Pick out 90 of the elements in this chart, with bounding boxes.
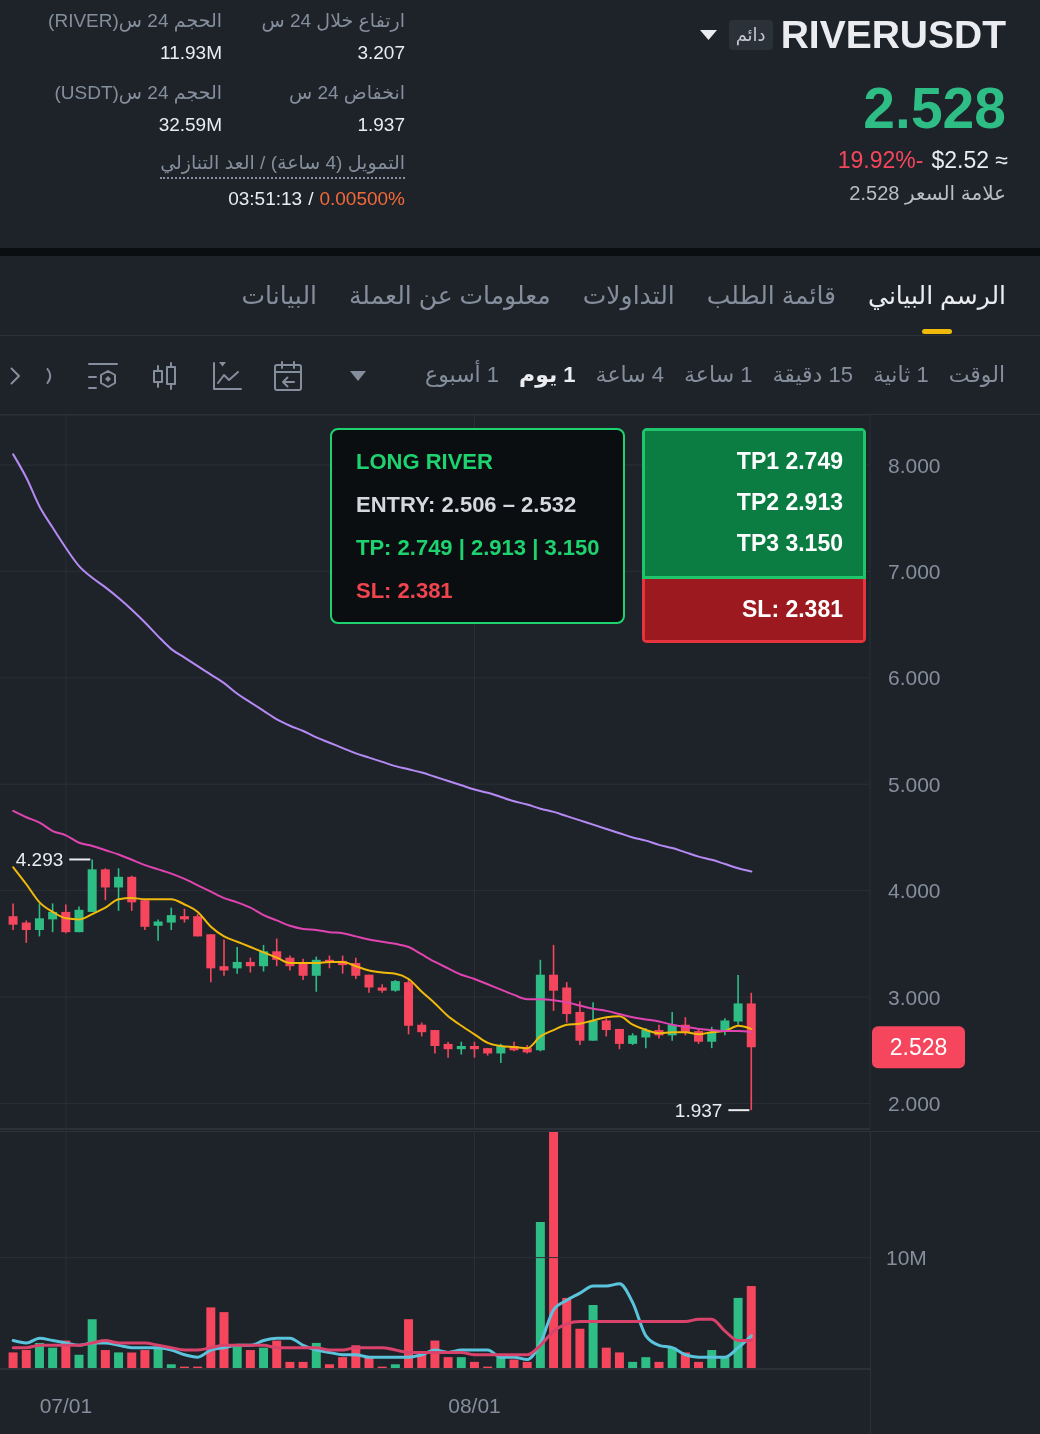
bar — [443, 1357, 453, 1369]
text: 1 ساعة — [684, 362, 753, 388]
candlestick — [100, 867, 110, 902]
text: دائم — [735, 25, 766, 45]
bar — [245, 1350, 255, 1369]
y-tick-label: 3.000 — [888, 985, 941, 1009]
text: 15 دقيقة — [772, 362, 853, 388]
text: ≈ $2.52 — [931, 146, 1008, 174]
bar — [48, 1347, 58, 1369]
text: قائمة الطلب — [706, 281, 837, 310]
bar — [641, 1357, 651, 1369]
text: 3.207 — [357, 42, 405, 63]
text: التمويل (4 ساعة) / العد التنازلي — [160, 152, 405, 173]
candlestick — [456, 1040, 466, 1056]
bar — [8, 1352, 18, 1369]
candlestick — [153, 918, 163, 942]
bar — [206, 1307, 216, 1369]
text: علامة السعر 2.528 — [849, 182, 1006, 204]
text: ارتفاع خلال 24 س — [261, 10, 405, 31]
bar — [588, 1305, 598, 1369]
bar — [140, 1350, 150, 1369]
text: انخفاض 24 س — [288, 82, 405, 103]
candlestick — [34, 902, 44, 938]
bar — [127, 1352, 137, 1369]
bar — [575, 1328, 585, 1369]
y-tick-label: 6.000 — [888, 666, 941, 690]
x-tick-label: 07/01 — [39, 1393, 93, 1417]
bar — [535, 1222, 545, 1369]
text: 1.937 — [357, 114, 405, 135]
text: -19.92% — [837, 146, 924, 174]
bar — [746, 1286, 756, 1369]
text: / — [308, 188, 314, 210]
bar — [100, 1350, 110, 1369]
annotation: LONG RIVER — [356, 449, 493, 474]
candlestick — [21, 919, 31, 944]
candlestick — [8, 902, 18, 931]
bar — [114, 1352, 124, 1369]
y-tick-label: 8.000 — [888, 453, 941, 477]
bar — [456, 1357, 466, 1369]
bar — [614, 1352, 624, 1369]
candlestick — [588, 1001, 598, 1042]
text: RIVERUSDT — [780, 13, 1006, 56]
annotation: SL: 2.381 — [356, 578, 453, 603]
text: 32.59M — [158, 114, 222, 135]
candlestick — [733, 974, 743, 1026]
text: 0.00500% — [319, 188, 405, 210]
text: التداولات — [582, 281, 675, 310]
text: الوقت — [948, 362, 1005, 388]
y-tick-label: 4.000 — [888, 879, 941, 903]
annotation: TP1 2.749 — [736, 448, 843, 474]
bar — [21, 1350, 31, 1369]
text: البيانات — [241, 281, 317, 310]
annotation: 1.937 — [674, 1099, 723, 1121]
text: 2.528 — [863, 76, 1006, 140]
annotation: TP2 2.913 — [736, 489, 843, 515]
candlestick — [549, 944, 559, 1012]
text: 11.93M — [160, 42, 222, 63]
x-tick-label: 08/01 — [448, 1393, 501, 1417]
candlestick — [430, 1029, 440, 1055]
candlestick — [166, 906, 176, 931]
annotation: SL: 2.381 — [742, 596, 843, 622]
y-tick-label: 2.000 — [888, 1091, 941, 1115]
text: 4 ساعة — [595, 362, 665, 388]
text: الرسم البياني — [868, 281, 1006, 310]
text: 1 أسبوع — [425, 362, 500, 388]
candlestick — [601, 1017, 611, 1038]
candlestick — [298, 957, 308, 981]
bar — [338, 1357, 348, 1369]
text: 03:51:13 — [228, 188, 303, 210]
annotation: TP3 3.150 — [736, 530, 843, 556]
text: معلومات عن العملة — [348, 281, 551, 310]
annotation: 4.293 — [15, 848, 64, 870]
bar — [74, 1354, 84, 1369]
ref-line-label: 10M — [886, 1246, 927, 1270]
text: 1 يوم — [519, 362, 576, 388]
text: 2.528 — [889, 1034, 948, 1061]
annotation: ENTRY: 2.506 – 2.532 — [356, 492, 577, 517]
bar — [601, 1347, 611, 1369]
y-tick-label: 5.000 — [888, 772, 941, 796]
candlestick — [114, 867, 124, 912]
y-tick-label: 7.000 — [888, 559, 941, 583]
text: الحجم 24 س(RIVER) — [48, 10, 222, 31]
candlestick — [219, 938, 229, 977]
candlestick — [232, 946, 242, 975]
text: الحجم 24 س(USDT) — [54, 82, 222, 103]
annotation: TP: 2.749 | 2.913 | 3.150 — [356, 535, 600, 560]
bar — [87, 1319, 97, 1369]
bar — [259, 1347, 269, 1369]
bar — [549, 1132, 559, 1369]
text: 1 ثانية — [872, 362, 929, 388]
